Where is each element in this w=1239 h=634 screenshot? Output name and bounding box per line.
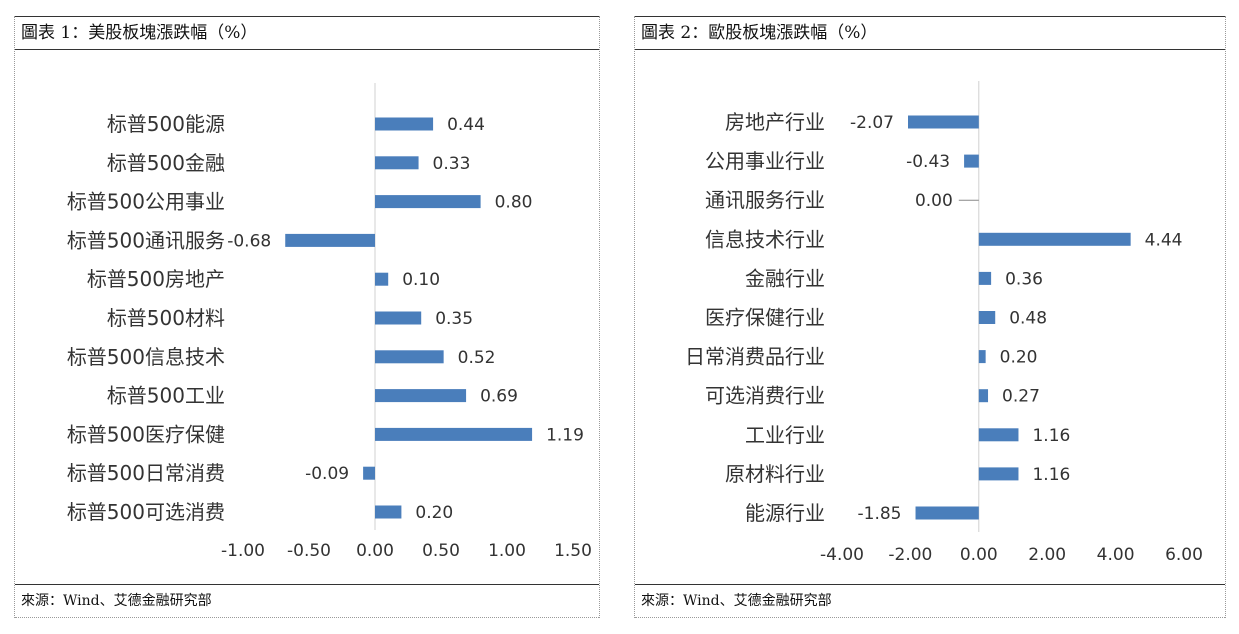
bar (375, 311, 422, 325)
bar (978, 467, 1019, 481)
category-label: 标普500公用事业 (67, 190, 225, 214)
value-label: 0.00 (915, 191, 953, 211)
value-label: 4.44 (1145, 230, 1183, 250)
bar (908, 115, 979, 129)
value-label: 0.27 (1002, 387, 1040, 407)
bar (285, 233, 375, 247)
chart-panel-us: 圖表 1：美股板塊漲跌幅（%） 标普500能源 0.44 标普500金融 0.33 标普… (14, 16, 600, 618)
category-label: 工业行业 (745, 423, 825, 447)
category-label: 标普500可选消费 (67, 500, 225, 524)
value-label: 0.35 (435, 309, 473, 329)
value-label: 1.19 (546, 425, 584, 445)
x-tick-label: 2.00 (1028, 545, 1066, 565)
source-note: 來源：Wind、艾德金融研究部 (635, 584, 1225, 618)
value-label: 0.36 (1005, 269, 1043, 289)
category-label: 标普500医疗保健 (67, 422, 225, 446)
category-label: 可选消费行业 (705, 384, 825, 408)
value-label: 1.16 (1032, 426, 1070, 446)
category-label: 通讯服务行业 (705, 188, 825, 212)
category-label: 能源行业 (745, 501, 825, 525)
category-label: 日常消费品行业 (685, 345, 825, 369)
category-label: 公用事业行业 (705, 149, 825, 173)
value-label: -0.09 (305, 464, 349, 484)
x-tick-label: 1.00 (488, 541, 526, 561)
bar (964, 154, 979, 168)
bar (978, 389, 989, 403)
x-tick-label: -2.00 (888, 545, 932, 565)
x-tick-label: 0.00 (960, 545, 998, 565)
bar (375, 195, 481, 209)
bar (978, 271, 992, 285)
category-label: 标普500金融 (107, 151, 225, 175)
x-tick-label: -1.00 (221, 541, 265, 561)
bar (978, 311, 996, 324)
bar (375, 350, 444, 364)
value-label: 0.33 (433, 154, 471, 174)
value-label: -2.07 (850, 113, 894, 133)
bar (375, 505, 402, 519)
bar (375, 156, 419, 170)
category-label: 医疗保健行业 (705, 306, 825, 330)
value-label: -0.43 (906, 152, 950, 172)
value-label: 0.52 (458, 348, 496, 368)
category-label: 原材料行业 (725, 462, 825, 486)
x-tick-label: 0.00 (356, 541, 394, 561)
value-label: 0.44 (447, 115, 485, 135)
us-sector-bar-chart: 标普500能源 0.44 标普500金融 0.33 标普500公用事业 0.80 标普500… (67, 83, 592, 561)
category-label: 标普500日常消费 (67, 461, 225, 485)
bar (915, 506, 979, 520)
value-label: 0.20 (1000, 348, 1038, 368)
value-label: 0.69 (480, 387, 518, 407)
value-label: 0.10 (402, 270, 440, 290)
chart-title: 圖表 1：美股板塊漲跌幅（%） (15, 16, 599, 50)
bar (375, 389, 467, 403)
bar (978, 350, 986, 364)
x-tick-label: 1.50 (554, 541, 592, 561)
category-label: 房地产行业 (725, 110, 825, 134)
category-label: 信息技术行业 (705, 227, 825, 251)
value-label: 0.48 (1009, 309, 1047, 329)
bar (375, 117, 434, 131)
x-tick-label: 4.00 (1097, 545, 1135, 565)
source-note: 來源：Wind、艾德金融研究部 (15, 584, 599, 618)
bar (978, 428, 1019, 442)
x-tick-label: -4.00 (820, 545, 864, 565)
x-tick-label: 0.50 (422, 541, 460, 561)
value-label: -0.68 (227, 231, 271, 251)
chart-panel-eu: 圖表 2：歐股板塊漲跌幅（%） 房地产行业 -2.07 公用事业行业 -0.43 通讯服… (634, 16, 1226, 618)
value-label: -1.85 (858, 504, 902, 524)
x-tick-label: -0.50 (287, 541, 331, 561)
bar (978, 232, 1131, 246)
x-tick-label: 6.00 (1165, 545, 1203, 565)
category-label: 标普500能源 (107, 112, 225, 136)
category-label: 标普500通讯服务 (67, 228, 225, 252)
category-label: 金融行业 (745, 266, 825, 290)
bar (363, 466, 375, 480)
category-label: 标普500信息技术 (67, 345, 225, 369)
bar (375, 427, 533, 441)
eu-sector-bar-chart: 房地产行业 -2.07 公用事业行业 -0.43 通讯服务行业 0.00 信息技术行业 4.4… (685, 81, 1203, 565)
category-label: 标普500材料 (107, 306, 225, 330)
value-label: 0.80 (495, 193, 533, 213)
chart-title: 圖表 2：歐股板塊漲跌幅（%） (635, 16, 1225, 50)
bar (375, 272, 389, 286)
category-label: 标普500工业 (107, 384, 225, 408)
category-label: 标普500房地产 (87, 267, 225, 291)
value-label: 0.20 (415, 503, 453, 523)
value-label: 1.16 (1032, 465, 1070, 485)
